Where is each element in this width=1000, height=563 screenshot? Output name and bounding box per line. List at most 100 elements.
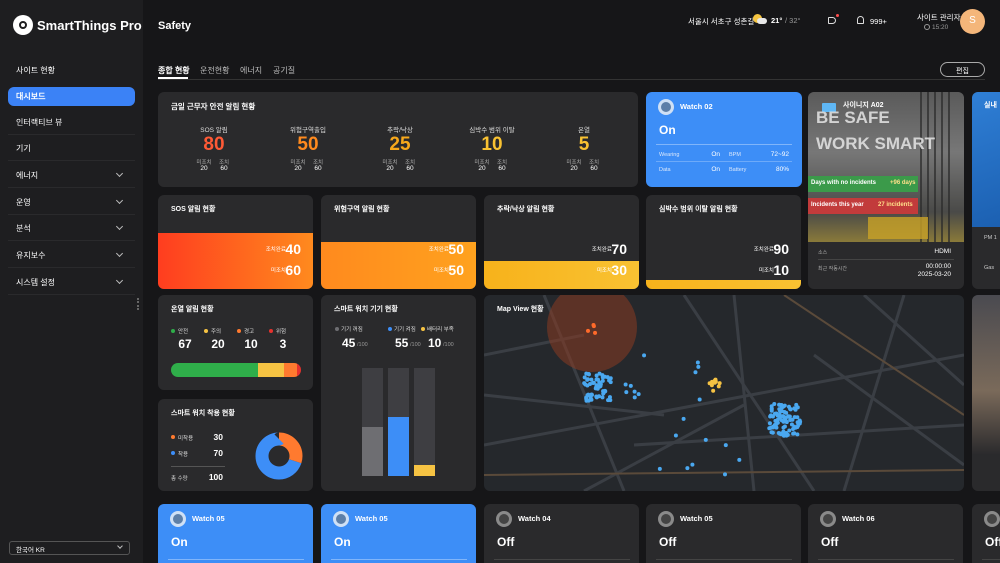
divider (8, 267, 135, 268)
map-dot (588, 382, 593, 387)
divider (8, 187, 135, 188)
menu-item[interactable]: 에너지 (16, 171, 39, 180)
alert-card: 심박수 범위 이탈 알림 현황 조치완료 90 미조치 10 (646, 195, 801, 289)
row-label: Wearing (659, 152, 680, 158)
chevron (115, 196, 124, 205)
map-dot (788, 407, 793, 412)
sub-value: 60 (498, 165, 506, 172)
summary-card: 금일 근무자 안전 알림 현황 SOS 알림 80 미조치 조치 20 60 위험구역출입 50… (158, 92, 638, 187)
map-dot (695, 360, 700, 365)
info-label: 소스 (818, 250, 828, 256)
avatar[interactable]: S (960, 9, 985, 34)
photo-card (972, 295, 1000, 491)
total-value: 100 (208, 472, 223, 482)
watch-card[interactable]: Watch 05 On (321, 504, 476, 563)
unresolved-label: 미조치 (596, 268, 612, 274)
tab[interactable]: 종합 현황 (158, 66, 190, 75)
bell-icon[interactable] (857, 16, 864, 24)
divider (8, 160, 135, 161)
item-label: SOS 알림 (200, 127, 228, 134)
legend-label: 안전 (178, 329, 189, 335)
map-dot (607, 395, 612, 400)
active-pill (8, 87, 135, 106)
map-dot (711, 388, 716, 393)
user-name: 사이트 관리자 (917, 13, 961, 22)
legend-dot (204, 329, 208, 333)
sub-value: 60 (406, 165, 414, 172)
legend-dot (237, 329, 241, 333)
map-dot (768, 414, 773, 419)
watch-card[interactable]: Watch 06 Off (808, 504, 963, 563)
watch-card[interactable]: Watch 04 Off (484, 504, 639, 563)
map-dot (787, 428, 792, 433)
sub-value: 20 (200, 165, 208, 172)
road (484, 353, 964, 447)
sub-label: 미조치 (566, 160, 582, 166)
legend-dot (171, 329, 175, 333)
tab[interactable]: 공기질 (273, 66, 296, 75)
language-select[interactable]: 한국어 KR (9, 541, 130, 555)
watch-name: Watch 02 (680, 102, 713, 111)
divider (982, 559, 1000, 560)
watch-card[interactable]: Watch 02 On Wearing On BPM 72~92 Data On Battery… (646, 92, 802, 187)
legend-value: 10 (244, 337, 258, 351)
map-dot (628, 383, 633, 388)
legend-unit: /100 (357, 342, 368, 348)
watch-card[interactable]: Watch 05 Off (646, 504, 801, 563)
menu-item[interactable]: 인터랙티브 뷰 (16, 118, 63, 127)
menu-item[interactable]: 분석 (16, 224, 31, 233)
edit-button[interactable]: 편집 (940, 62, 985, 77)
banner-text: Incidents this year (811, 202, 864, 208)
sub-value: 60 (220, 165, 228, 172)
divider (494, 559, 630, 560)
crane (868, 217, 928, 239)
item-total: 5 (578, 134, 590, 155)
map-dot (607, 378, 612, 383)
legend-value: 55 (395, 336, 409, 350)
watch-name: Watch 05 (680, 514, 713, 523)
sub-value: 60 (590, 165, 598, 172)
graphic (255, 432, 303, 480)
watch-icon (984, 511, 1000, 527)
watch-card[interactable]: Off (972, 504, 1000, 563)
legend-dot (388, 327, 392, 331)
map-dot (777, 412, 782, 417)
alert-card: 추락/낙상 알림 현황 조치완료 70 미조치 30 (484, 195, 639, 289)
menu-item[interactable]: 대시보드 (16, 92, 46, 101)
map-dot (797, 421, 802, 426)
map-dot (591, 381, 596, 386)
map-dot (605, 375, 610, 380)
map-dot (703, 437, 708, 442)
legend-label: 경고 (244, 329, 255, 335)
road (862, 295, 964, 387)
watch-face (987, 514, 997, 524)
menu-item[interactable]: 사이트 현황 (16, 66, 56, 75)
map-dot (784, 410, 789, 415)
watch-face (499, 514, 509, 524)
watch-icon (820, 511, 836, 527)
menu-item[interactable]: 유지보수 (16, 251, 46, 260)
heat-bar (171, 363, 301, 377)
graphic (484, 295, 964, 491)
menu-item[interactable]: 운영 (16, 198, 31, 207)
map-dot (588, 394, 593, 399)
info-value: 2025-03-20 (917, 271, 951, 278)
tab[interactable]: 운전현황 (200, 66, 230, 75)
resolved-label: 조치완료 (428, 247, 449, 253)
row-label: Data (659, 167, 671, 173)
watch-face (336, 514, 346, 524)
map-dot (589, 397, 594, 402)
watch-icon (333, 511, 349, 527)
alert-card: SOS 알림 현황 조치완료 40 미조치 60 (158, 195, 313, 289)
avatar-letter: S (969, 15, 976, 26)
banner-value: 27 incidents (878, 202, 913, 208)
map-dot (781, 404, 786, 409)
page-title: Safety (158, 20, 192, 32)
legend-value: 10 (428, 336, 442, 350)
megaphone-icon[interactable] (828, 17, 836, 24)
watch-card[interactable]: Watch 05 On (158, 504, 313, 563)
menu-item[interactable]: 기기 (16, 144, 31, 153)
bar (362, 427, 383, 476)
tab[interactable]: 에너지 (240, 66, 263, 75)
menu-item[interactable]: 시스템 설정 (16, 278, 56, 287)
